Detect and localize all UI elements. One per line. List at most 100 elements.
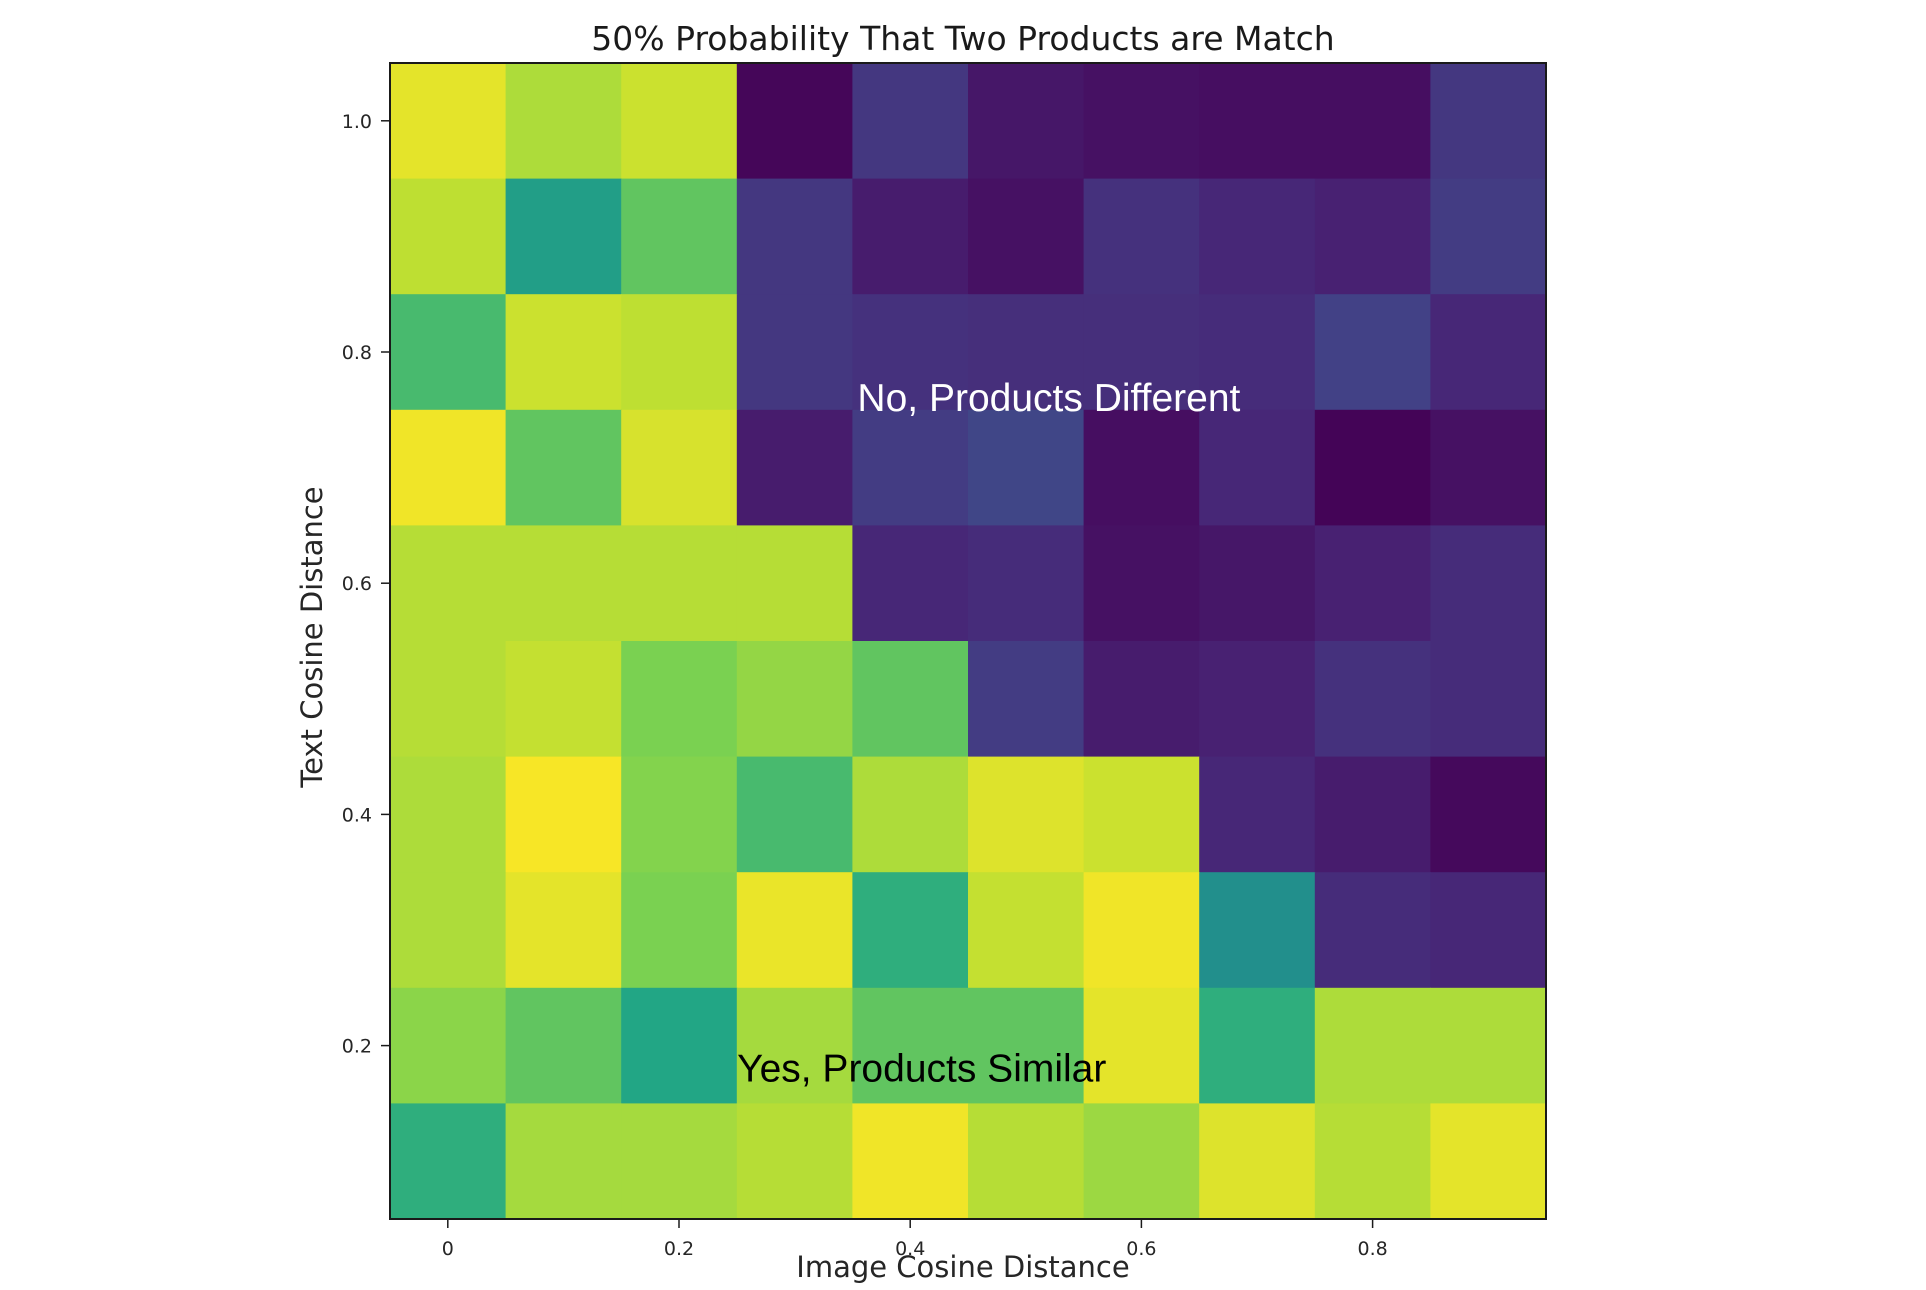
heatmap-cell — [621, 641, 738, 758]
heatmap-cell — [852, 756, 969, 873]
heatmap-cell — [390, 409, 507, 526]
heatmap-cell — [1199, 525, 1316, 642]
heatmap-cell — [621, 63, 738, 180]
annotation-label: Yes, Products Similar — [737, 1048, 1106, 1091]
x-tick-label: 0.6 — [1126, 1238, 1156, 1260]
heatmap-cell — [390, 756, 507, 873]
heatmap-cell — [1314, 987, 1431, 1104]
heatmap-cell — [736, 1103, 853, 1220]
heatmap-cell — [968, 641, 1085, 758]
heatmap-cell — [736, 409, 853, 526]
heatmap-cells — [390, 63, 1547, 1220]
heatmap-cell — [1083, 409, 1200, 526]
heatmap-cell — [505, 63, 622, 180]
heatmap-cell — [1199, 178, 1316, 295]
heatmap-cell — [505, 1103, 622, 1220]
heatmap-cell — [390, 987, 507, 1104]
heatmap-cell — [852, 294, 969, 411]
x-tick-label: 0.2 — [664, 1238, 694, 1260]
heatmap-cell — [1314, 409, 1431, 526]
heatmap-cell — [505, 641, 622, 758]
heatmap-cell — [1199, 294, 1316, 411]
heatmap-cell — [1199, 63, 1316, 180]
heatmap-cell — [621, 987, 738, 1104]
annotation-label: No, Products Different — [857, 377, 1240, 420]
chart-title: 50% Probability That Two Products are Ma… — [591, 19, 1334, 58]
heatmap-cell — [621, 872, 738, 989]
heatmap-cell — [736, 178, 853, 295]
y-tick-label: 0.2 — [342, 1036, 372, 1058]
heatmap-cell — [390, 178, 507, 295]
heatmap-cell — [736, 756, 853, 873]
heatmap-cell — [1430, 409, 1547, 526]
heatmap-cell — [1314, 294, 1431, 411]
heatmap-cell — [1314, 872, 1431, 989]
heatmap-cell — [1430, 756, 1547, 873]
heatmap-cell — [1199, 1103, 1316, 1220]
heatmap-cell — [1083, 756, 1200, 873]
heatmap-cell — [968, 987, 1085, 1104]
heatmap-cell — [1083, 294, 1200, 411]
x-tick-label: 0.8 — [1357, 1238, 1387, 1260]
heatmap-cell — [1430, 525, 1547, 642]
heatmap-cell — [1314, 756, 1431, 873]
heatmap-cell — [1083, 872, 1200, 989]
heatmap-cell — [1199, 987, 1316, 1104]
heatmap-cell — [1430, 178, 1547, 295]
heatmap-cell — [968, 1103, 1085, 1220]
heatmap-cell — [852, 178, 969, 295]
heatmap-cell — [390, 641, 507, 758]
x-tick-label: 0.4 — [895, 1238, 925, 1260]
heatmap-cell — [390, 1103, 507, 1220]
axis-ticks: 0 0.2 0.4 0.6 0.8 0.2 0.4 0.6 0.8 1.0 — [342, 111, 1388, 1260]
heatmap-cell — [1314, 1103, 1431, 1220]
annotations: No, Products Different Yes, Products Simi… — [737, 377, 1240, 1090]
heatmap-cell — [1430, 1103, 1547, 1220]
heatmap-cell — [736, 641, 853, 758]
heatmap-cell — [621, 1103, 738, 1220]
heatmap-cell — [968, 294, 1085, 411]
heatmap-cell — [736, 63, 853, 180]
heatmap-cell — [621, 756, 738, 873]
heatmap-cell — [1083, 641, 1200, 758]
heatmap-cell — [390, 294, 507, 411]
heatmap-cell — [1083, 1103, 1200, 1220]
heatmap-cell — [736, 872, 853, 989]
plot-frame — [389, 62, 1547, 1220]
y-tick-label: 0.8 — [342, 342, 372, 364]
heatmap-cell — [1314, 641, 1431, 758]
heatmap-cell — [1314, 525, 1431, 642]
heatmap-cell — [852, 872, 969, 989]
heatmap-cell — [390, 872, 507, 989]
heatmap-cell — [505, 178, 622, 295]
heatmap-cell — [736, 294, 853, 411]
heatmap-cell — [1199, 756, 1316, 873]
heatmap-cell — [390, 525, 507, 642]
heatmap-cell — [1430, 987, 1547, 1104]
heatmap-cell — [852, 987, 969, 1104]
heatmap-cell — [968, 409, 1085, 526]
heatmap-cell — [621, 409, 738, 526]
heatmap-cell — [852, 1103, 969, 1220]
heatmap-cell — [505, 294, 622, 411]
x-axis-label: Image Cosine Distance — [796, 1250, 1129, 1284]
heatmap-cell — [621, 525, 738, 642]
heatmap-cell — [505, 756, 622, 873]
heatmap-cell — [621, 178, 738, 295]
heatmap-cell — [968, 178, 1085, 295]
y-tick-label: 0.6 — [342, 573, 372, 595]
heatmap-cell — [968, 756, 1085, 873]
heatmap-cell — [852, 641, 969, 758]
heatmap-cell — [505, 987, 622, 1104]
heatmap-cell — [505, 525, 622, 642]
heatmap-cell — [505, 872, 622, 989]
heatmap-cell — [1199, 641, 1316, 758]
heatmap-cell — [736, 987, 853, 1104]
heatmap-cell — [852, 409, 969, 526]
y-tick-label: 0.4 — [342, 804, 372, 826]
heatmap-cell — [390, 63, 507, 180]
heatmap-cell — [1083, 525, 1200, 642]
heatmap-cell — [968, 63, 1085, 180]
heatmap-cell — [1199, 409, 1316, 526]
